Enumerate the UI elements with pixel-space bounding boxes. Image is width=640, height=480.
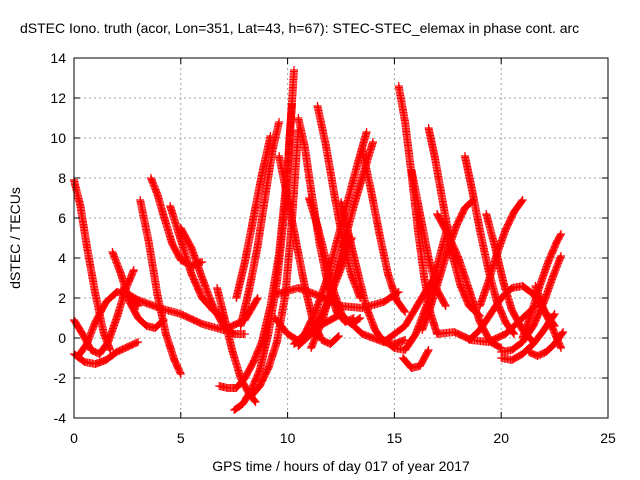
series-markers — [236, 118, 284, 330]
series-5 — [136, 196, 185, 378]
series-markers — [117, 286, 262, 334]
x-tick-label: 10 — [280, 430, 296, 446]
y-tick-label: 6 — [58, 210, 66, 226]
y-tick-label: 4 — [58, 250, 66, 266]
series-28 — [398, 346, 433, 372]
x-tick-label: 25 — [600, 430, 616, 446]
series-markers — [379, 222, 452, 354]
series-43 — [531, 282, 565, 352]
y-tick-label: 10 — [50, 130, 66, 146]
series-markers — [313, 102, 365, 302]
y-tick-label: -4 — [54, 410, 67, 426]
y-tick-label: 8 — [58, 170, 66, 186]
series-markers — [136, 196, 185, 378]
y-axis-label: dSTEC / TECUs — [7, 187, 23, 289]
x-axis-label: GPS time / hours of day 017 of year 2017 — [212, 458, 470, 474]
series-12 — [230, 100, 296, 414]
x-tick-label: 5 — [177, 430, 185, 446]
y-tick-label: -2 — [54, 370, 67, 386]
data-points — [70, 66, 568, 414]
chart-title: dSTEC Iono. truth (acor, Lon=351, Lat=43… — [20, 20, 579, 36]
series-31 — [379, 222, 452, 354]
series-9 — [117, 286, 262, 334]
series-26 — [272, 284, 403, 312]
y-tick-label: 0 — [58, 330, 66, 346]
series-markers — [398, 346, 433, 372]
series-14 — [236, 118, 284, 330]
x-tick-label: 0 — [70, 430, 78, 446]
y-tick-label: 14 — [50, 50, 66, 66]
series-markers — [531, 282, 565, 352]
axis-ticks: 0 5 10 15 20 25 -4 -2 0 2 4 6 8 10 12 14 — [50, 50, 616, 446]
series-markers — [230, 100, 296, 414]
y-tick-label: 12 — [50, 90, 66, 106]
plot-frame — [73, 57, 609, 419]
series-15 — [232, 132, 275, 302]
series-22 — [313, 102, 365, 302]
y-tick-label: 2 — [58, 290, 66, 306]
series-markers — [272, 284, 403, 312]
x-tick-label: 15 — [387, 430, 403, 446]
x-tick-label: 20 — [493, 430, 509, 446]
series-markers — [232, 132, 275, 302]
